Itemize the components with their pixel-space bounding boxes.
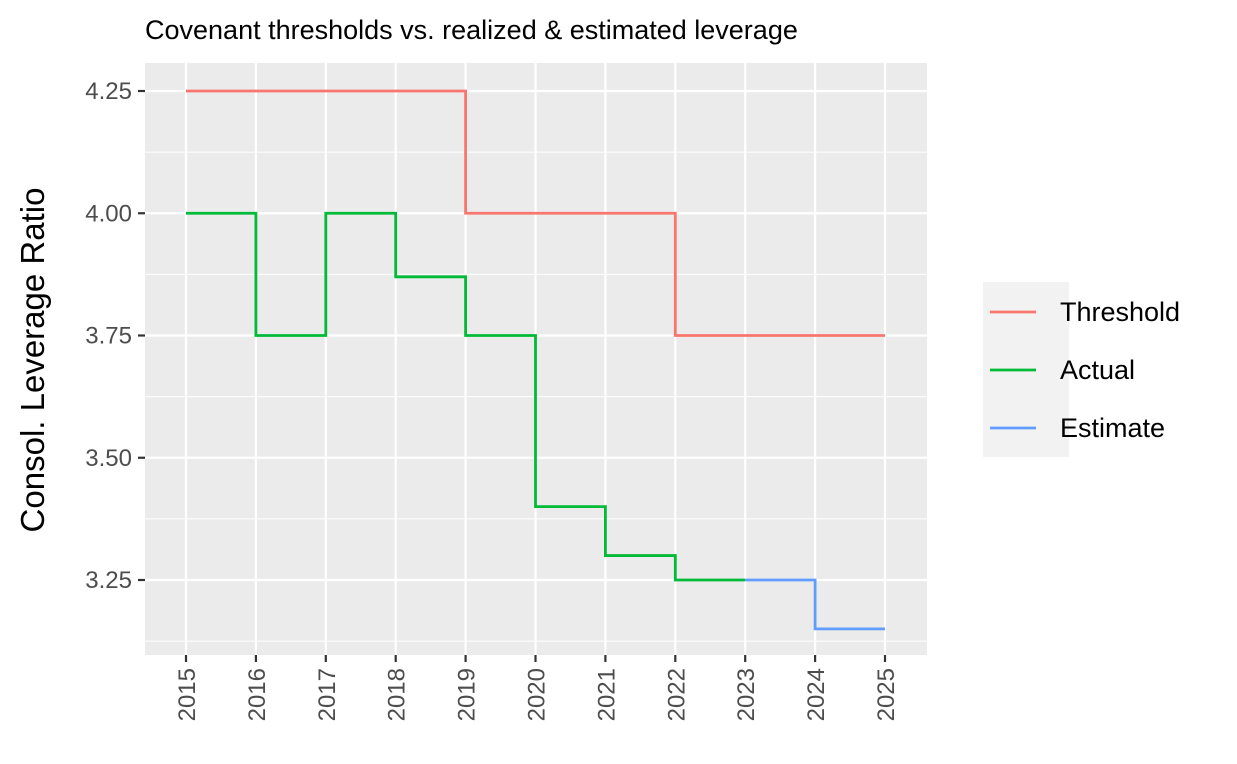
x-tick-label: 2017 [314,668,341,721]
x-tick-label: 2020 [524,668,551,721]
x-tick-label: 2025 [873,668,900,721]
x-tick-label: 2015 [174,668,201,721]
x-tick-label: 2021 [593,668,620,721]
x-tick-label: 2022 [663,668,690,721]
legend: Threshold Actual Estimate [983,282,1180,457]
y-axis: 3.25 3.50 3.75 4.00 4.25 [85,78,145,594]
chart-title: Covenant thresholds vs. realized & estim… [145,15,798,45]
y-tick-label: 3.75 [85,323,132,350]
x-tick-label: 2018 [384,668,411,721]
y-tick-label: 3.25 [85,567,132,594]
x-tick-label: 2016 [244,668,271,721]
legend-label-actual: Actual [1060,355,1135,385]
legend-label-threshold: Threshold [1060,297,1180,327]
x-axis: 2015 2016 2017 2018 2019 2020 2021 2022 2023 2024… [174,655,900,721]
y-axis-label: Consol. Leverage Ratio [14,188,51,533]
x-tick-label: 2024 [803,668,830,721]
series-line-threshold [186,89,885,337]
x-tick-label: 2019 [454,668,481,721]
series-line-actual [186,211,746,582]
series-line-estimate [745,578,885,631]
series-layer [186,89,885,631]
y-tick-label: 4.00 [85,200,132,227]
y-tick-label: 3.50 [85,445,132,472]
legend-label-estimate: Estimate [1060,413,1165,443]
y-tick-label: 4.25 [85,78,132,105]
x-tick-label: 2023 [733,668,760,721]
